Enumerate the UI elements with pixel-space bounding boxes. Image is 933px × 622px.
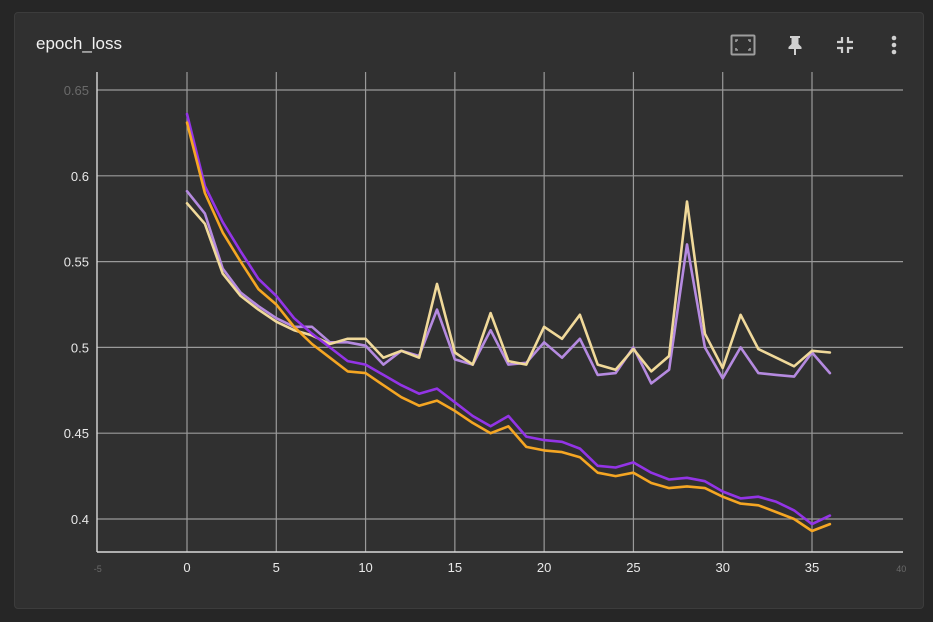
x-tick-label: 20 — [537, 560, 551, 575]
y-tick-label: 0.5 — [71, 340, 89, 355]
tick-labels: 0 5 10 15 20 25 30 35 -5 40 0.4 0.45 0.5 0.55 0.6 0.65 — [64, 83, 907, 575]
x-tick-label: 25 — [626, 560, 640, 575]
x-tick-label: 15 — [448, 560, 462, 575]
more-vert-icon — [891, 35, 897, 55]
y-tick-label: 0.55 — [64, 255, 89, 270]
pin-icon — [788, 36, 802, 55]
pin-button[interactable] — [780, 31, 810, 59]
x-tick-label: 0 — [183, 560, 190, 575]
series-group — [185, 112, 832, 533]
collapse-button[interactable] — [830, 31, 860, 59]
x-tick-label: 10 — [358, 560, 372, 575]
axes — [96, 72, 903, 553]
fit-domain-icon — [730, 34, 756, 56]
more-options-button[interactable] — [879, 31, 909, 59]
series-line-3 — [185, 200, 832, 373]
y-tick-label: 0.4 — [71, 512, 89, 527]
y-tick-label: 0.45 — [64, 426, 89, 441]
series-line-2 — [185, 189, 832, 385]
x-tick-label: 5 — [273, 560, 280, 575]
x-tick-label: 35 — [805, 560, 819, 575]
y-tick-label-faded: 0.65 — [64, 83, 89, 98]
x-tick-label-faded: 40 — [896, 564, 906, 574]
grid — [97, 72, 903, 552]
chart-card: epoch_loss — [14, 12, 924, 609]
x-tick-label-faded: -5 — [94, 564, 102, 574]
x-tick-label: 30 — [715, 560, 729, 575]
card-title: epoch_loss — [36, 34, 123, 53]
series-line-0 — [185, 112, 832, 526]
y-tick-label: 0.6 — [71, 169, 89, 184]
series-line-1 — [185, 121, 832, 533]
fit-domain-button[interactable] — [728, 31, 758, 59]
collapse-icon — [837, 37, 853, 53]
